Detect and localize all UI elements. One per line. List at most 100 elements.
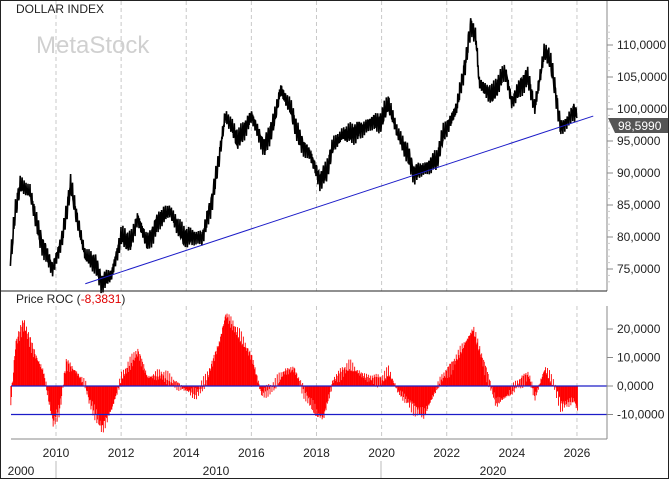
roc-bar: [300, 380, 302, 386]
roc-bar: [97, 386, 98, 420]
roc-bar: [371, 380, 373, 386]
roc-bar: [521, 377, 522, 386]
roc-bar: [333, 379, 335, 386]
x-decade-label: 2020: [480, 464, 507, 478]
roc-bar: [170, 382, 172, 386]
roc-bar: [573, 386, 574, 399]
roc-bar: [465, 341, 467, 386]
roc-bar: [369, 375, 371, 386]
roc-bar: [373, 384, 374, 386]
roc-bar: [89, 386, 91, 400]
roc-bar: [352, 362, 354, 386]
roc-bar: [356, 370, 358, 386]
roc-bar: [361, 377, 363, 386]
roc-bar: [61, 386, 63, 396]
roc-bar: [257, 380, 259, 386]
roc-bar: [556, 386, 557, 398]
roc-bar: [119, 383, 121, 386]
roc-bar: [205, 373, 206, 386]
roc-bar: [24, 331, 26, 386]
roc-bar: [463, 347, 464, 386]
roc-bar: [348, 359, 350, 386]
roc-bar: [105, 386, 107, 417]
roc-bar: [302, 383, 304, 386]
roc-bar: [309, 386, 311, 406]
roc-bar: [119, 378, 121, 386]
roc-bar: [298, 377, 300, 386]
roc-bar: [485, 367, 487, 386]
roc-bar: [568, 386, 570, 407]
roc-bar: [179, 383, 180, 386]
roc-bar: [116, 386, 118, 395]
roc-bar: [543, 372, 544, 386]
roc-bar: [472, 331, 473, 386]
roc-bar: [419, 386, 421, 414]
roc-bar: [431, 386, 433, 400]
roc-bar: [468, 336, 470, 386]
roc-bar: [173, 379, 175, 386]
roc-bar: [393, 383, 395, 386]
roc-bar: [313, 386, 315, 413]
roc-bar: [227, 317, 229, 386]
roc-bar: [300, 384, 302, 386]
roc-bar: [164, 378, 166, 386]
roc-y-tick-label: -10,0000: [617, 408, 665, 422]
roc-bar: [390, 371, 391, 386]
roc-bar: [106, 386, 108, 423]
roc-bar: [476, 344, 477, 386]
roc-bar: [483, 359, 485, 386]
roc-bar: [570, 386, 572, 406]
roc-bar: [113, 386, 115, 404]
roc-bar: [160, 371, 162, 386]
roc-bar: [104, 386, 106, 429]
roc-bar: [429, 386, 430, 404]
roc-bar: [259, 386, 261, 390]
roc-bar: [294, 368, 296, 386]
roc-bar: [154, 379, 156, 386]
roc-bar: [407, 386, 408, 403]
roc-bar: [330, 386, 332, 392]
roc-bar: [501, 386, 503, 399]
roc-bar: [457, 360, 458, 386]
roc-bar: [56, 386, 58, 422]
roc-bar: [356, 370, 358, 386]
roc-bar: [483, 361, 485, 386]
x-tick-label: 2010: [43, 446, 70, 460]
roc-bar: [397, 386, 399, 391]
roc-bar: [181, 386, 183, 389]
roc-bar: [519, 379, 520, 386]
roc-bar: [544, 370, 546, 386]
roc-bar: [352, 371, 354, 386]
roc-bar: [367, 374, 369, 386]
roc-bar: [55, 386, 57, 417]
roc-bar: [128, 372, 130, 386]
roc-bar: [563, 386, 565, 402]
roc-bar: [131, 353, 133, 386]
roc-bar: [30, 342, 32, 386]
roc-bar: [57, 386, 59, 413]
roc-bar: [178, 386, 180, 391]
roc-bar: [388, 365, 389, 386]
roc-bar: [403, 386, 405, 394]
roc-bar: [18, 340, 20, 386]
roc-bar: [186, 386, 188, 390]
roc-bar: [474, 336, 476, 386]
roc-bar: [462, 349, 464, 386]
roc-bar: [559, 386, 561, 397]
roc-bar: [334, 379, 336, 386]
roc-bar: [138, 360, 140, 386]
roc-bar: [27, 339, 29, 386]
roc-bar: [192, 386, 193, 398]
roc-bar: [190, 386, 192, 389]
roc-bar: [121, 378, 123, 386]
roc-bar: [507, 386, 509, 395]
roc-bar: [223, 324, 225, 386]
roc-bar: [487, 372, 488, 386]
roc-bar: [225, 314, 227, 386]
roc-bar: [140, 366, 142, 386]
roc-bar: [16, 343, 18, 386]
roc-bar: [532, 386, 534, 396]
roc-bar: [63, 384, 65, 386]
roc-bar: [371, 375, 373, 386]
roc-bar: [158, 379, 160, 386]
